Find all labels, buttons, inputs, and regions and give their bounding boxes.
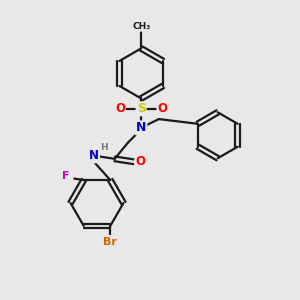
- Text: O: O: [158, 102, 167, 115]
- Text: O: O: [135, 155, 145, 168]
- Text: F: F: [62, 171, 70, 181]
- Text: N: N: [89, 149, 99, 162]
- Text: O: O: [115, 102, 125, 115]
- Text: N: N: [136, 122, 146, 134]
- Text: S: S: [137, 102, 146, 115]
- Text: H: H: [100, 142, 108, 152]
- Text: CH₃: CH₃: [132, 22, 150, 31]
- Text: Br: Br: [103, 237, 117, 247]
